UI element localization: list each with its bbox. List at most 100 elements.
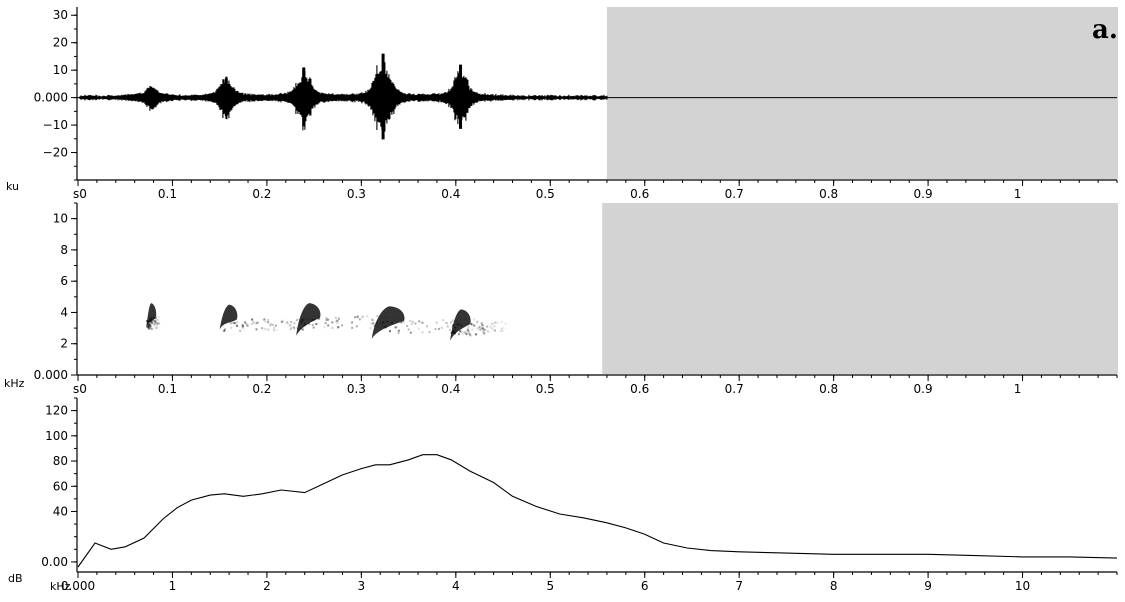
spectrogram-note bbox=[146, 303, 161, 330]
spectrogram-x-tick-label: 0.7 bbox=[725, 382, 744, 396]
spectrogram-speckle bbox=[286, 321, 289, 324]
panel-label: a. bbox=[1092, 15, 1118, 45]
spectrogram-speckle bbox=[479, 328, 482, 331]
spectrogram-speckle bbox=[290, 326, 293, 329]
spectrogram-note bbox=[296, 303, 400, 336]
spectrogram-speckle bbox=[496, 321, 499, 324]
spectrogram-speckle bbox=[295, 327, 298, 329]
spectrogram-x-tick-label: 0.5 bbox=[536, 382, 555, 396]
spectrogram-speckle bbox=[292, 327, 295, 330]
spectrogram-y-tick-label: 0.000 bbox=[34, 368, 68, 382]
spectrogram-speckle bbox=[224, 328, 226, 331]
spectrogram-y-unit: kHz bbox=[4, 377, 25, 390]
spectrogram-speckle bbox=[450, 321, 452, 324]
spectrogram-speckle bbox=[149, 326, 152, 329]
spectrogram-speckle bbox=[331, 327, 334, 329]
waveform-x-tick-label: 0.5 bbox=[536, 187, 555, 201]
spectrogram-speckle bbox=[331, 321, 334, 324]
spectrogram-speckle bbox=[493, 325, 496, 328]
spectrogram-speckle bbox=[153, 320, 156, 323]
spectrogram-speckle bbox=[407, 328, 410, 331]
spectrogram-speckle bbox=[267, 319, 270, 321]
spectrogram-speckle bbox=[334, 316, 337, 319]
spectrogram-speckle bbox=[480, 329, 483, 332]
spectrogram-speckle bbox=[147, 320, 150, 323]
spectrogram-speckle bbox=[288, 324, 291, 327]
spectrogram-speckle bbox=[304, 323, 306, 326]
spectrogram-speckle bbox=[256, 321, 259, 324]
spectrogram-speckle bbox=[481, 327, 484, 330]
spectrogram-speckle bbox=[417, 320, 420, 323]
spectrogram-speckle bbox=[255, 328, 258, 331]
spectrogram-speckle bbox=[154, 321, 157, 324]
spectrogram-speckle bbox=[452, 330, 455, 333]
spectrogram-speckle bbox=[154, 325, 156, 328]
spectrogram-speckle bbox=[438, 327, 440, 330]
waveform-panel: 30 20 10 0.000 −10 −20 s0 0.1 0.2 0.3 0.4 0.5 0.6 0.7… bbox=[34, 7, 1118, 201]
spectrogram-speckle bbox=[410, 323, 413, 326]
spectrogram-speckle bbox=[440, 326, 443, 329]
spectrogram-speckle bbox=[482, 324, 484, 327]
spectrogram-speckle bbox=[146, 320, 149, 322]
spectrogram-speckle bbox=[459, 330, 462, 333]
spectrogram-speckle bbox=[301, 318, 304, 321]
spectrogram-speckle bbox=[234, 321, 237, 324]
spectrogram-speckle bbox=[452, 324, 455, 326]
spectrogram-speckle bbox=[289, 323, 292, 326]
spectrum-y-tick-label: 40 bbox=[53, 504, 68, 518]
spectrogram-speckle bbox=[264, 328, 267, 331]
spectrum-x-tick-label: 5 bbox=[546, 579, 554, 593]
spectrogram-speckle bbox=[150, 321, 153, 324]
spectrogram-speckle bbox=[409, 320, 412, 323]
spectrogram-speckle bbox=[390, 325, 392, 327]
spectrogram-speckle bbox=[494, 321, 497, 324]
spectrogram-speckle bbox=[150, 320, 153, 323]
spectrogram-x-tick-label: 0.4 bbox=[441, 382, 460, 396]
spectrogram-speckle bbox=[370, 323, 373, 325]
spectrogram-speckle bbox=[150, 317, 153, 320]
spectrogram-speckle bbox=[311, 318, 314, 321]
spectrogram-speckle bbox=[290, 321, 293, 323]
spectrogram-speckle bbox=[312, 318, 315, 321]
spectrogram-speckle bbox=[154, 319, 157, 322]
spectrogram-speckle bbox=[390, 321, 393, 324]
spectrogram-speckle bbox=[154, 328, 156, 330]
spectrogram-speckle bbox=[385, 320, 388, 323]
spectrogram-speckle bbox=[149, 317, 152, 320]
waveform-x-tick-label: s0 bbox=[73, 187, 87, 201]
spectrogram-speckle bbox=[154, 320, 157, 323]
waveform-x-tick-label: 0.3 bbox=[347, 187, 366, 201]
spectrogram-speckle bbox=[281, 320, 284, 322]
spectrogram-speckle bbox=[241, 326, 244, 329]
spectrogram-speckle bbox=[313, 326, 316, 329]
spectrogram-speckle bbox=[327, 324, 330, 327]
spectrogram-speckle bbox=[491, 323, 494, 325]
spectrogram-x-tick-label: 0.1 bbox=[158, 382, 177, 396]
spectrogram-speckle bbox=[450, 331, 453, 334]
waveform-x-tick-label: 0.6 bbox=[630, 187, 649, 201]
spectrogram-speckle bbox=[482, 329, 485, 332]
spectrum-line bbox=[77, 454, 1118, 568]
spectrogram-speckle bbox=[248, 323, 251, 326]
spectrogram-speckle bbox=[489, 330, 492, 333]
spectrogram-speckle bbox=[358, 318, 361, 321]
spectrogram-speckle bbox=[459, 329, 462, 332]
spectrogram-speckle bbox=[297, 328, 300, 331]
spectrogram-speckle bbox=[245, 323, 248, 325]
spectrogram-speckle bbox=[500, 330, 502, 332]
spectrogram-speckle bbox=[146, 325, 149, 328]
spectrogram-speckle bbox=[473, 319, 476, 322]
spectrum-x-tick-label: 4 bbox=[452, 579, 460, 593]
spectrogram-y-tick-label: 8 bbox=[60, 243, 68, 257]
spectrogram-speckle bbox=[295, 319, 298, 322]
spectrogram-speckle bbox=[489, 325, 492, 328]
spectrogram-speckle bbox=[394, 326, 397, 329]
spectrogram-speckle bbox=[411, 320, 414, 323]
spectrogram-speckle bbox=[155, 316, 157, 319]
spectrogram-speckle bbox=[445, 322, 448, 325]
spectrogram-speckle bbox=[473, 318, 476, 321]
spectrogram-speckle bbox=[327, 324, 329, 326]
spectrogram-speckle bbox=[351, 321, 354, 324]
spectrum-y-tick-label: 120 bbox=[45, 404, 68, 418]
